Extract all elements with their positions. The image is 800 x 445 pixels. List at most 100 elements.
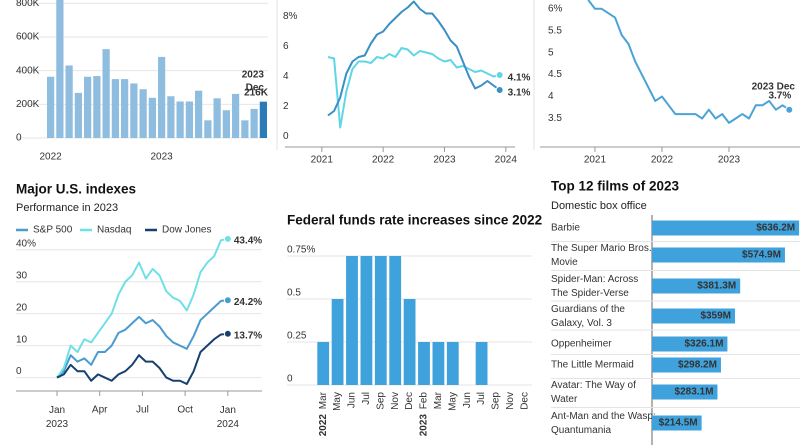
end-dot	[223, 234, 232, 243]
x-tick-label: Dec	[519, 392, 530, 410]
category-label: Spider-Man: Across The Spider-Verse	[551, 274, 638, 299]
x-tick-label: May	[332, 392, 343, 411]
end-label: 3.1%	[508, 88, 531, 99]
legend-label: S&P 500	[33, 225, 73, 236]
bar	[148, 97, 156, 138]
y-tick-label: 4.5	[548, 69, 562, 80]
bar	[232, 93, 240, 138]
bar	[475, 342, 488, 385]
bar	[360, 256, 373, 385]
x-tick-label: 2023	[718, 155, 741, 166]
chart-title: Federal funds rate increases since 2022	[287, 213, 542, 228]
bar	[652, 247, 785, 263]
bar	[47, 76, 55, 138]
y-tick-label: 5	[548, 47, 554, 58]
line	[587, 0, 790, 124]
bar	[418, 342, 430, 385]
x-tick-label: Apr	[92, 405, 108, 416]
end-dot	[495, 71, 504, 79]
x-tick-label: 2023	[433, 155, 456, 166]
y-tick-label: 10	[16, 334, 28, 345]
x-tick-label: 2022	[651, 155, 674, 166]
legend-label: Nasdaq	[97, 225, 131, 236]
annotation: 2023	[242, 70, 265, 81]
y-tick-label: 8%	[283, 11, 298, 22]
bar	[259, 101, 267, 138]
x-tick-label: Jul	[476, 392, 487, 405]
x-tick-label: 2022	[372, 155, 395, 166]
y-tick-label: 4	[283, 71, 289, 82]
x-tick-label: Feb	[419, 392, 430, 410]
bar	[185, 101, 193, 138]
bar	[130, 83, 138, 138]
end-dot	[495, 86, 504, 94]
chart-title: Major U.S. indexes	[16, 182, 136, 197]
y-tick-label: 5.5	[548, 25, 562, 36]
y-tick-label: 600K	[16, 32, 40, 43]
x-tick-label: Sep	[375, 392, 386, 410]
y-tick-label: 0.5	[287, 288, 301, 299]
chart-title: Top 12 films of 2023	[551, 179, 680, 194]
category-label: Oppenheimer	[551, 339, 612, 350]
y-tick-label: 0	[16, 366, 22, 377]
bar	[374, 256, 387, 385]
x-tick-label: Nov	[505, 392, 516, 410]
bar	[74, 92, 82, 138]
y-tick-label: 0	[283, 131, 289, 142]
x-tick-label: 2023	[151, 152, 174, 163]
y-tick-label: 0	[16, 133, 22, 144]
y-tick-label: 2	[283, 101, 289, 112]
line	[327, 0, 501, 117]
category-label: Guardians of the Galaxy, Vol. 3	[551, 304, 625, 329]
value-label: $283.1M	[675, 387, 714, 398]
bar	[331, 299, 344, 385]
y-tick-label: 3.5	[548, 113, 562, 124]
bar	[652, 220, 800, 236]
bar	[652, 278, 741, 294]
y-tick-label: 200K	[16, 99, 40, 110]
end-label: 43.4%	[234, 236, 262, 247]
bar	[167, 96, 175, 138]
x-tick-label: Nov	[390, 392, 401, 410]
x-tick-label: May	[447, 392, 458, 411]
end-label: 4.1%	[508, 73, 531, 84]
category-label: Barbie	[551, 223, 580, 234]
line	[327, 47, 500, 129]
x-tick-label: Mar	[433, 391, 444, 409]
y-tick-label: 6	[283, 41, 289, 52]
x-tick-label: Mar	[318, 391, 329, 409]
x-tick-label: 2021	[584, 155, 607, 166]
bar	[139, 89, 147, 138]
y-tick-label: 800K	[16, 0, 40, 9]
x-tick-label: Dec	[404, 392, 415, 410]
value-label: $636.2M	[756, 223, 795, 234]
chart-subtitle: Domestic box office	[551, 200, 647, 212]
end-dot	[785, 105, 794, 114]
category-label: Ant-Man and the Wasp: Quantumania	[551, 411, 656, 436]
end-label: 13.7%	[234, 330, 262, 341]
bar	[241, 120, 249, 138]
x-tick-label: Oct	[177, 405, 193, 416]
chart-subtitle: Performance in 2023	[16, 202, 118, 214]
x-tick-label: Jul	[136, 405, 149, 416]
end-dot	[223, 296, 232, 305]
x-tick-label: Jun	[462, 392, 473, 408]
x-tick-label: 2021	[311, 155, 334, 166]
x-tick-label: Jul	[361, 392, 372, 405]
end-label: 3.7%	[768, 90, 791, 101]
y-tick-label: 30	[16, 270, 28, 281]
x-tick-label: Jun	[347, 392, 358, 408]
bar	[346, 256, 358, 385]
value-label: $214.5M	[659, 418, 698, 429]
bar	[446, 342, 459, 385]
y-tick-label: 40%	[16, 238, 36, 249]
bar	[158, 56, 166, 138]
bar	[652, 357, 721, 373]
value-label: $298.2M	[678, 360, 717, 371]
value-label: $381.3M	[697, 281, 736, 292]
annotation: 2023 Dec	[752, 82, 796, 93]
y-tick-label: 6%	[548, 3, 563, 14]
x-tick-label: 2022	[40, 152, 63, 163]
end-dot	[223, 329, 232, 338]
